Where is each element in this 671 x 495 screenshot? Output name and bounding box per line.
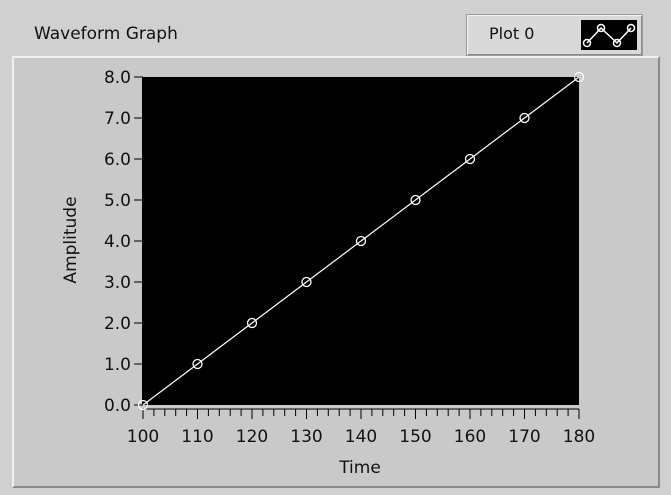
- x-tick-label: 140: [345, 427, 377, 447]
- y-tick-label: 7.0: [104, 109, 131, 129]
- data-point-marker: [246, 317, 258, 329]
- data-point-marker: [301, 276, 312, 288]
- y-tick-label: 6.0: [104, 150, 131, 170]
- x-tick-label: 130: [290, 427, 322, 447]
- plot-legend[interactable]: Plot 0: [466, 14, 643, 56]
- data-point-marker: [573, 71, 585, 83]
- y-tick-label: 8.0: [104, 68, 131, 88]
- x-tick-label: 180: [563, 427, 595, 447]
- x-tick-label: 120: [236, 427, 268, 447]
- x-tick-label: 170: [508, 427, 540, 447]
- data-point-marker: [464, 153, 476, 165]
- x-tick-label: 110: [181, 427, 213, 447]
- data-point-marker: [410, 194, 421, 206]
- x-tick-label: 160: [454, 427, 486, 447]
- x-tick-label: 150: [399, 427, 431, 447]
- data-point-marker: [355, 235, 367, 247]
- y-axis-label: Amplitude: [61, 196, 81, 283]
- y-tick-label: 2.0: [104, 314, 131, 334]
- y-tick-label: 3.0: [104, 273, 131, 293]
- data-point-marker: [137, 399, 149, 411]
- legend-plot-label: Plot 0: [489, 24, 535, 43]
- data-point-marker: [519, 112, 530, 124]
- y-tick-label: 0.0: [104, 396, 131, 416]
- graph-title: Waveform Graph: [34, 24, 178, 44]
- x-axis-label: Time: [338, 458, 381, 478]
- y-tick-label: 4.0: [104, 232, 131, 252]
- data-point-marker: [192, 358, 203, 370]
- y-tick-label: 1.0: [104, 355, 131, 375]
- x-tick-label: 100: [127, 427, 159, 447]
- series-line: [142, 76, 580, 406]
- legend-line-swatch-icon[interactable]: [581, 20, 637, 50]
- y-tick-label: 5.0: [104, 191, 131, 211]
